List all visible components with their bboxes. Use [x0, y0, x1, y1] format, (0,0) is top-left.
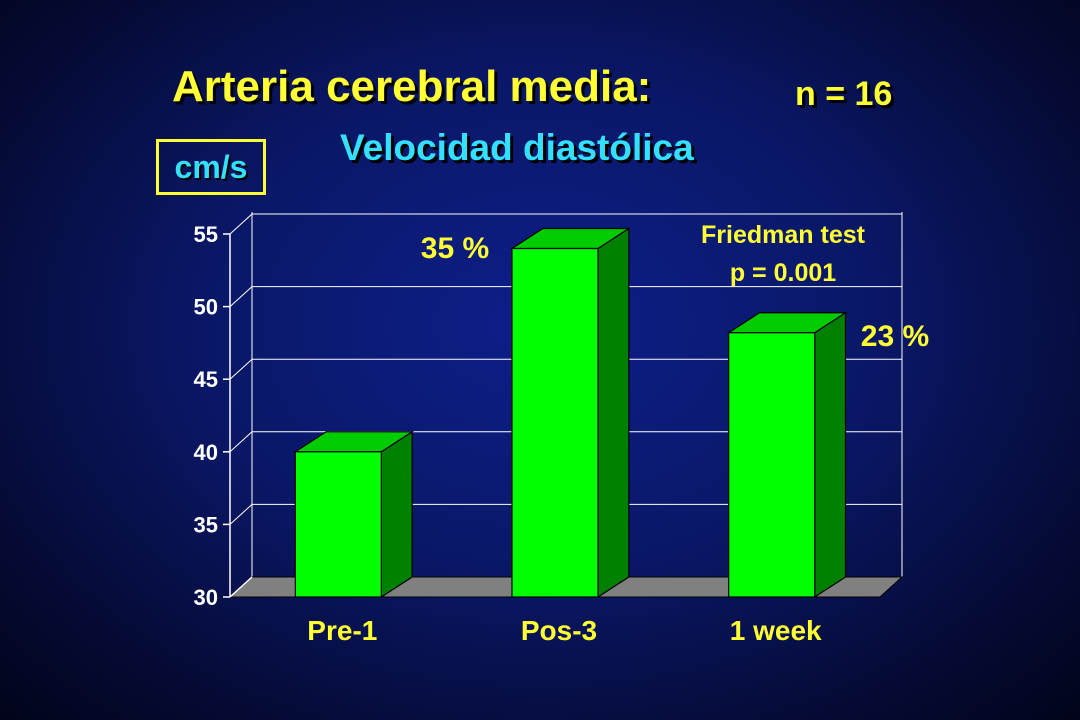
y-tick-label-35: 35 [194, 512, 218, 537]
chart-title: Arteria cerebral media: [172, 62, 652, 111]
annotation-pct-pos3: 35 % [421, 232, 489, 265]
gridline-diagonal-40 [229, 431, 253, 453]
annotation-friedman-line2: p = 0.001 [730, 259, 836, 287]
bar-side-pos-3 [597, 227, 630, 599]
bars-layer [293, 227, 848, 599]
y-axis-base-diagonal [229, 576, 253, 598]
gridline-diagonal-50 [229, 286, 253, 307]
y-tick-label-55: 55 [194, 222, 218, 247]
bar-pre-1 [294, 451, 382, 598]
axis-layer: 30 35 40 45 50 55 [194, 222, 253, 610]
y-tick-label-45: 45 [194, 367, 218, 392]
bar-side-1-week [814, 311, 847, 599]
x-tick-label-pos-3: Pos-3 [521, 615, 597, 646]
gridline-diagonal-45 [229, 358, 253, 380]
y-tick-label-30: 30 [194, 585, 218, 610]
annot-layer: 35 % 23 % Friedman test p = 0.001 [421, 221, 929, 353]
bar-pos-3 [511, 247, 599, 598]
y-tick-label-50: 50 [194, 295, 218, 320]
annotation-friedman-line1: Friedman test [701, 221, 866, 249]
y-unit-label: cm/s [156, 139, 266, 195]
x-tick-label-1-week: 1 week [730, 615, 822, 646]
annotation-pct-1week: 23 % [861, 320, 929, 353]
bar-1-week [728, 332, 816, 598]
chart-subtitle: Velocidad diastólica [340, 127, 694, 168]
x-tick-label-pre-1: Pre-1 [307, 615, 377, 646]
bar-side-pre-1 [380, 430, 413, 599]
y-tick-label-40: 40 [194, 440, 218, 465]
gridline-diagonal-35 [229, 504, 253, 525]
gridline-diagonal-55 [229, 213, 253, 235]
sample-size-label: n = 16 [795, 75, 893, 113]
labels-layer: Pre-1 Pos-3 1 week [307, 615, 822, 646]
